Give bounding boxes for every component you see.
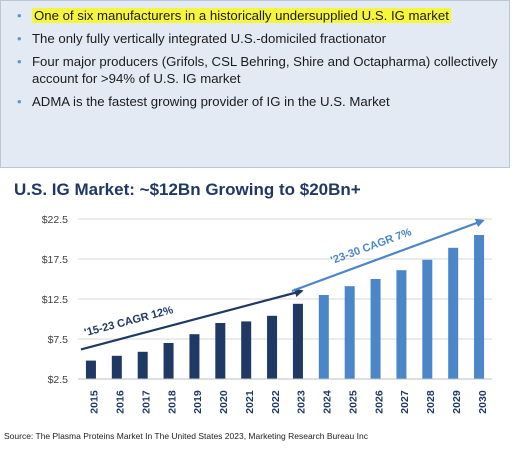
x-tick-label: 2020 [218,390,230,414]
x-tick-label: 2025 [347,390,359,414]
bar [292,303,303,379]
cagr-annotation: '15-23 CAGR 12% [83,304,175,339]
bar [448,247,459,379]
y-tick-label: $2.5 [48,374,69,386]
x-tick-label: 2024 [322,390,334,414]
x-tick-label: 2015 [89,390,101,414]
y-tick-label: $22.5 [42,214,68,226]
bullet-text: Four major producers (Grifols, CSL Behri… [32,54,498,86]
bullet-item: • One of six manufacturers in a historica… [15,7,501,24]
y-tick-label: $7.5 [48,334,69,346]
x-tick-label: 2027 [399,390,411,414]
source-note: Source: The Plasma Proteins Market In Th… [4,431,368,441]
bar [189,334,200,379]
bar [215,323,226,379]
x-tick-label: 2030 [477,390,489,414]
bullet-text: The only fully vertically integrated U.S… [32,31,387,46]
x-tick-label: 2016 [115,390,127,414]
chart-title: U.S. IG Market: ~$12Bn Growing to $20Bn+ [14,180,361,199]
bar [85,360,96,379]
bullet-dot-icon: • [17,31,22,46]
bullet-text: One of six manufacturers in a historical… [32,8,451,23]
x-tick-label: 2029 [451,390,463,414]
bar [344,286,355,379]
x-tick-label: 2026 [373,390,385,414]
bullet-item: • Four major producers (Grifols, CSL Behr… [15,53,501,87]
bar [474,235,485,379]
x-tick-label: 2019 [192,390,204,414]
x-tick-label: 2021 [244,390,256,414]
bullet-list: • One of six manufacturers in a historica… [1,1,509,110]
bullet-item: • The only fully vertically integrated U.… [15,30,501,47]
bullet-item: • ADMA is the fastest growing provider of… [15,93,501,110]
bullet-box: • One of six manufacturers in a historica… [0,0,510,168]
bullet-text: ADMA is the fastest growing provider of … [32,94,390,109]
trend-arrow [80,288,304,351]
bar [396,270,407,379]
trend-arrow [291,218,485,293]
y-tick-label: $17.5 [42,254,68,266]
bar [111,355,122,379]
bar [370,279,381,379]
bullet-dot-icon: • [17,8,22,23]
bar [241,321,252,379]
x-tick-label: 2023 [296,390,308,414]
bullet-dot-icon: • [17,94,22,109]
bar [422,259,433,379]
bullet-dot-icon: • [17,54,22,69]
bar [318,295,329,379]
x-tick-label: 2018 [166,390,178,414]
bar [267,315,278,379]
y-tick-label: $12.5 [42,294,68,306]
x-tick-label: 2017 [140,390,152,414]
bar [137,351,148,379]
x-tick-label: 2028 [425,390,437,414]
x-tick-label: 2022 [270,390,282,414]
bar [163,343,174,379]
